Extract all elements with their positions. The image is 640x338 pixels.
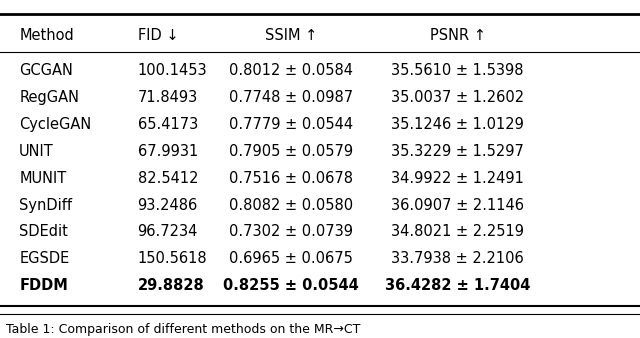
- Text: SSIM ↑: SSIM ↑: [265, 28, 317, 43]
- Text: RegGAN: RegGAN: [19, 90, 79, 105]
- Text: FID ↓: FID ↓: [138, 28, 178, 43]
- Text: 0.7905 ± 0.0579: 0.7905 ± 0.0579: [229, 144, 353, 159]
- Text: 0.8012 ± 0.0584: 0.8012 ± 0.0584: [229, 64, 353, 78]
- Text: Table 1: Comparison of different methods on the MR→CT: Table 1: Comparison of different methods…: [6, 323, 361, 336]
- Text: 0.8255 ± 0.0544: 0.8255 ± 0.0544: [223, 278, 359, 293]
- Text: GCGAN: GCGAN: [19, 64, 73, 78]
- Text: 34.9922 ± 1.2491: 34.9922 ± 1.2491: [391, 171, 524, 186]
- Text: SDEdit: SDEdit: [19, 224, 68, 240]
- Text: 33.7938 ± 2.2106: 33.7938 ± 2.2106: [391, 251, 524, 266]
- Text: 65.4173: 65.4173: [138, 117, 198, 132]
- Text: 36.4282 ± 1.7404: 36.4282 ± 1.7404: [385, 278, 531, 293]
- Text: 67.9931: 67.9931: [138, 144, 198, 159]
- Text: 35.0037 ± 1.2602: 35.0037 ± 1.2602: [391, 90, 524, 105]
- Text: 0.7516 ± 0.0678: 0.7516 ± 0.0678: [229, 171, 353, 186]
- Text: 71.8493: 71.8493: [138, 90, 198, 105]
- Text: 34.8021 ± 2.2519: 34.8021 ± 2.2519: [391, 224, 524, 240]
- Text: FDDM: FDDM: [19, 278, 68, 293]
- Text: 35.3229 ± 1.5297: 35.3229 ± 1.5297: [391, 144, 524, 159]
- Text: UNIT: UNIT: [19, 144, 54, 159]
- Text: 0.6965 ± 0.0675: 0.6965 ± 0.0675: [229, 251, 353, 266]
- Text: 35.5610 ± 1.5398: 35.5610 ± 1.5398: [391, 64, 524, 78]
- Text: MUNIT: MUNIT: [19, 171, 67, 186]
- Text: Method: Method: [19, 28, 74, 43]
- Text: 100.1453: 100.1453: [138, 64, 207, 78]
- Text: 93.2486: 93.2486: [138, 198, 198, 213]
- Text: 0.7302 ± 0.0739: 0.7302 ± 0.0739: [229, 224, 353, 240]
- Text: 96.7234: 96.7234: [138, 224, 198, 240]
- Text: 0.8082 ± 0.0580: 0.8082 ± 0.0580: [229, 198, 353, 213]
- Text: SynDiff: SynDiff: [19, 198, 72, 213]
- Text: 36.0907 ± 2.1146: 36.0907 ± 2.1146: [391, 198, 524, 213]
- Text: CycleGAN: CycleGAN: [19, 117, 92, 132]
- Text: 150.5618: 150.5618: [138, 251, 207, 266]
- Text: 0.7779 ± 0.0544: 0.7779 ± 0.0544: [229, 117, 353, 132]
- Text: 0.7748 ± 0.0987: 0.7748 ± 0.0987: [229, 90, 353, 105]
- Text: EGSDE: EGSDE: [19, 251, 70, 266]
- Text: 35.1246 ± 1.0129: 35.1246 ± 1.0129: [391, 117, 524, 132]
- Text: PSNR ↑: PSNR ↑: [429, 28, 486, 43]
- Text: 29.8828: 29.8828: [138, 278, 204, 293]
- Text: 82.5412: 82.5412: [138, 171, 198, 186]
